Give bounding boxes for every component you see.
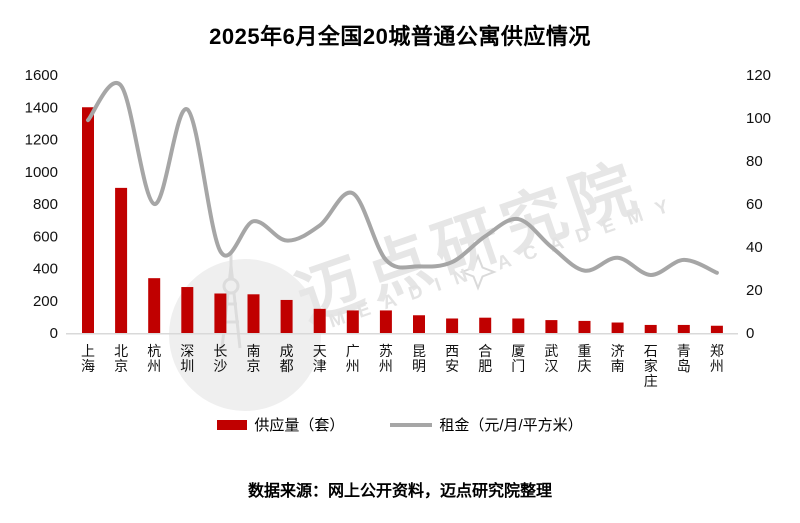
supply-bar bbox=[148, 278, 161, 333]
supply-bar bbox=[611, 322, 624, 333]
x-axis-label: 郑州 bbox=[710, 343, 724, 374]
x-axis-label: 杭州 bbox=[147, 343, 161, 374]
x-axis-label: 长沙 bbox=[213, 343, 227, 374]
supply-bar bbox=[214, 293, 227, 333]
x-axis-label: 南京 bbox=[247, 343, 261, 374]
right-axis-tick: 100 bbox=[746, 110, 771, 127]
x-axis-label: 重庆 bbox=[578, 343, 592, 374]
supply-bar bbox=[379, 310, 392, 333]
supply-bar bbox=[115, 187, 128, 333]
x-axis-label: 济南 bbox=[611, 343, 625, 374]
x-axis-label: 厦门 bbox=[511, 343, 525, 374]
supply-bar bbox=[644, 324, 657, 333]
page-title: 2025年6月全国20城普通公寓供应情况 bbox=[209, 24, 591, 49]
supply-bar bbox=[82, 107, 94, 333]
x-axis-label: 昆明 bbox=[412, 343, 426, 374]
left-axis-tick: 1000 bbox=[25, 164, 58, 181]
left-axis-tick: 1200 bbox=[25, 132, 58, 149]
legend-item-supply: 供应量（套） bbox=[217, 414, 344, 435]
x-axis-label: 广州 bbox=[346, 343, 360, 374]
supply-bar bbox=[677, 324, 690, 333]
x-axis-label: 武汉 bbox=[544, 343, 558, 374]
legend-supply-label: 供应量（套） bbox=[254, 417, 345, 434]
x-axis-label: 苏州 bbox=[379, 343, 393, 374]
supply-bar bbox=[710, 325, 723, 333]
supply-bar bbox=[181, 287, 194, 333]
chart-legend: 供应量（套） 租金（元/月/平方米） bbox=[0, 414, 800, 435]
x-axis-label: 合肥 bbox=[478, 343, 492, 374]
x-axis-label: 深圳 bbox=[180, 343, 194, 374]
x-axis-label: 青岛 bbox=[677, 343, 691, 374]
supply-bar-swatch bbox=[217, 419, 248, 430]
right-axis-tick: 80 bbox=[746, 153, 763, 170]
legend-item-rent: 租金（元/月/平方米） bbox=[390, 414, 583, 435]
x-axis-label: 石家庄 bbox=[644, 343, 658, 389]
x-axis-label: 上海 bbox=[81, 343, 95, 374]
supply-bar bbox=[446, 318, 459, 333]
left-axis-tick: 1400 bbox=[25, 99, 58, 116]
supply-bar bbox=[247, 294, 260, 333]
legend-rent-label: 租金（元/月/平方米） bbox=[439, 417, 583, 434]
right-axis-tick: 40 bbox=[746, 239, 763, 256]
supply-bar bbox=[313, 308, 326, 333]
left-axis-tick: 600 bbox=[33, 228, 58, 245]
left-axis-tick: 800 bbox=[33, 196, 58, 213]
supply-bar bbox=[413, 315, 425, 333]
source-note: 数据来源：网上公开资料，迈点研究院整理 bbox=[247, 483, 552, 500]
x-axis-label: 西安 bbox=[445, 343, 459, 374]
supply-bar bbox=[280, 299, 293, 333]
left-axis-tick: 400 bbox=[33, 261, 58, 278]
x-axis-label: 北京 bbox=[114, 343, 128, 374]
supply-bar bbox=[512, 318, 525, 333]
rent-line-swatch bbox=[390, 422, 433, 427]
left-axis-tick: 0 bbox=[50, 325, 58, 342]
supply-bar bbox=[578, 320, 591, 333]
right-axis-tick: 60 bbox=[746, 196, 763, 213]
supply-bar bbox=[346, 310, 359, 333]
right-axis-tick: 120 bbox=[746, 67, 771, 84]
right-axis-tick: 0 bbox=[746, 325, 754, 342]
rent-line bbox=[86, 81, 719, 277]
right-axis-tick: 20 bbox=[746, 282, 763, 299]
left-axis-tick: 1600 bbox=[25, 67, 58, 84]
supply-bar bbox=[545, 320, 558, 333]
x-axis-label: 天津 bbox=[313, 343, 327, 374]
x-axis-label: 成都 bbox=[280, 343, 294, 374]
left-axis-tick: 200 bbox=[33, 293, 58, 310]
supply-bar bbox=[479, 317, 492, 333]
